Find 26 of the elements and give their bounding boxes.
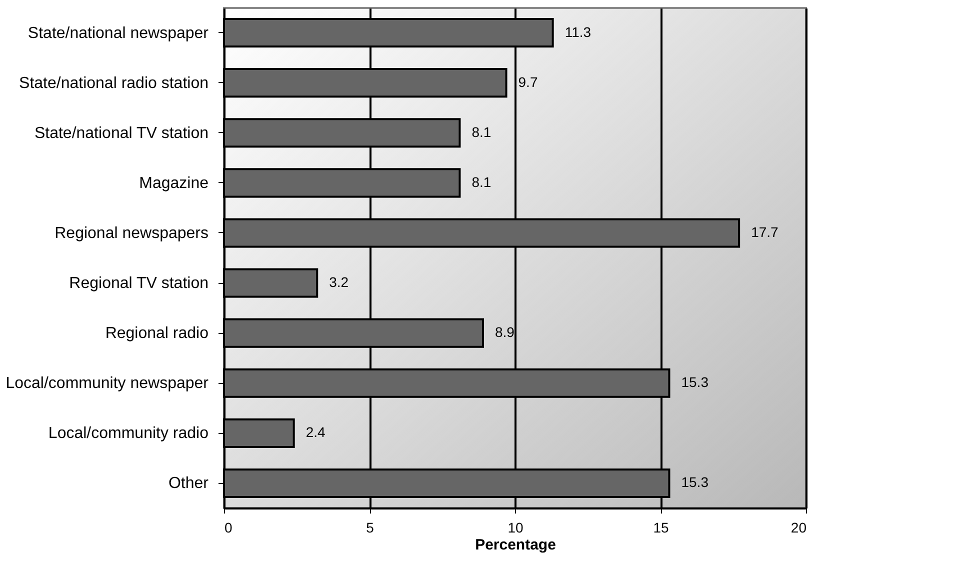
y-tick-label: Magazine	[139, 174, 209, 192]
y-tick-label: Other	[168, 475, 210, 492]
data-label: 11.3	[564, 24, 592, 40]
x-tick-label: 10	[508, 520, 524, 536]
y-tick-label: Local/community radio	[48, 425, 209, 442]
x-tick-label: 20	[790, 520, 807, 536]
x-axis-title: Percentage	[475, 536, 556, 554]
y-tick-label: Local/community newspaper	[6, 375, 210, 392]
y-tick-label: Regional TV station	[69, 275, 208, 292]
data-label: 15.3	[681, 474, 709, 490]
data-label: 8.1	[472, 124, 492, 140]
y-tick-label: Regional newspapers	[54, 224, 208, 242]
y-tick-label: State/national newspaper	[28, 24, 210, 42]
data-label: 8.9	[494, 324, 515, 340]
x-tick-label: 0	[224, 520, 232, 536]
data-label: 3.2	[329, 274, 349, 290]
data-label: 9.7	[518, 74, 538, 90]
x-tick-label: 15	[653, 520, 669, 536]
y-tick-label: State/national radio station	[19, 74, 208, 92]
data-label: 8.1	[472, 174, 492, 190]
x-tick-label: 5	[366, 520, 374, 536]
y-tick-label: State/national TV station	[34, 124, 208, 142]
data-label: 17.7	[751, 224, 779, 240]
data-label: 15.3	[681, 374, 709, 390]
y-tick-label: Regional radio	[105, 325, 209, 342]
data-label: 2.4	[306, 424, 326, 440]
